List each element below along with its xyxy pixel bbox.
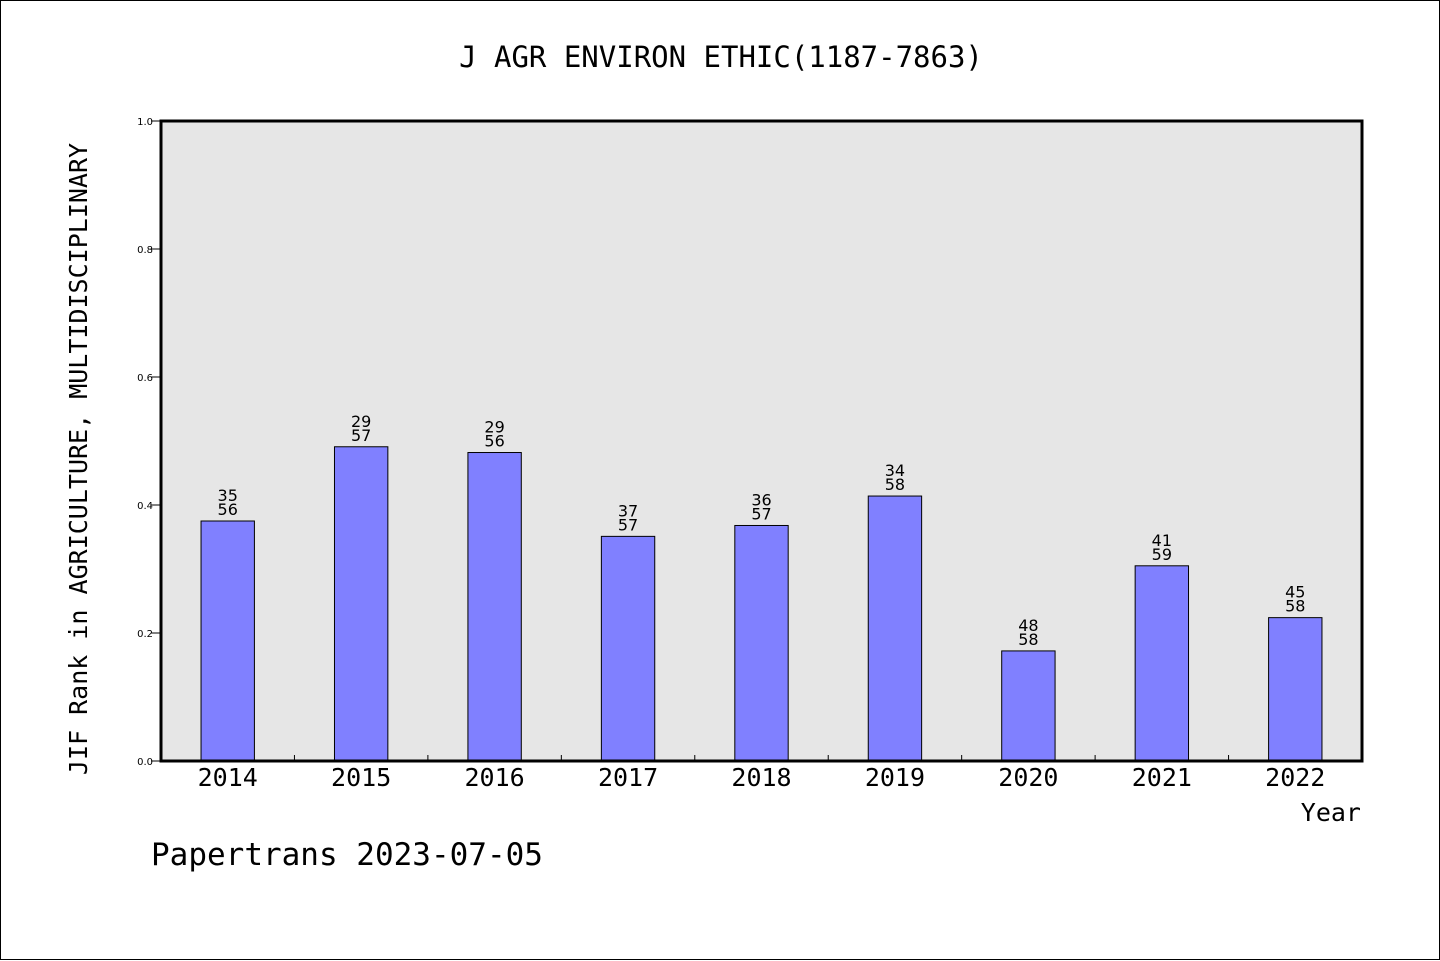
bar-2019 bbox=[867, 495, 923, 762]
bar-rank-label: 45 bbox=[1285, 583, 1305, 602]
bar-total-label: 56 bbox=[484, 432, 504, 451]
y-tick-label: 0.8 bbox=[137, 245, 153, 256]
bar-2021 bbox=[1134, 565, 1190, 762]
x-tick-label: 2021 bbox=[1132, 763, 1192, 792]
x-ticks-layer: 2014 2015 2016 2017 2018 2019 2020 2021 2022 bbox=[198, 755, 1325, 792]
x-tick-label: 2022 bbox=[1265, 763, 1325, 792]
bar-total-label: 58 bbox=[1018, 630, 1038, 649]
bar-rank-label: 29 bbox=[351, 412, 371, 431]
x-axis-label: Year bbox=[1301, 798, 1361, 827]
chart-title: J AGR ENVIRON ETHIC(1187-7863) bbox=[459, 40, 983, 74]
y-tick-label: 0.2 bbox=[137, 629, 153, 640]
bar-rank-label: 41 bbox=[1152, 531, 1172, 550]
y-tick-label: 1.0 bbox=[137, 117, 153, 128]
bar-total-label: 57 bbox=[618, 515, 638, 534]
x-tick-label: 2018 bbox=[731, 763, 791, 792]
bar-total-label: 57 bbox=[751, 504, 771, 523]
bar-2018 bbox=[734, 524, 789, 762]
bar-total-label: 58 bbox=[1285, 597, 1305, 616]
bar-2015 bbox=[333, 446, 389, 762]
x-tick-label: 2016 bbox=[465, 763, 525, 792]
bar-total-label: 57 bbox=[351, 426, 371, 445]
plot-border bbox=[159, 119, 1364, 763]
x-tick-label: 2020 bbox=[998, 763, 1058, 792]
bar-2014 bbox=[200, 520, 255, 762]
x-tick-label: 2019 bbox=[865, 763, 925, 792]
bar-2020 bbox=[1001, 650, 1056, 762]
bar-2022 bbox=[1268, 617, 1323, 762]
bar-rank-label: 36 bbox=[751, 490, 771, 509]
y-tick-label: 0.6 bbox=[137, 373, 153, 384]
bar-rank-label: 34 bbox=[885, 461, 905, 480]
x-tick-label: 2014 bbox=[198, 763, 258, 792]
bar-rank-label: 48 bbox=[1018, 616, 1038, 635]
y-axis-label: JIF Rank in AGRICULTURE, MULTIDISCIPLINA… bbox=[64, 143, 93, 775]
y-tick-label: 0.4 bbox=[137, 501, 153, 512]
bar-2017 bbox=[600, 535, 656, 762]
x-tick-label: 2015 bbox=[331, 763, 391, 792]
bar-rank-label: 29 bbox=[484, 418, 504, 437]
credit-text: Papertrans 2023-07-05 bbox=[151, 837, 543, 873]
bars-layer bbox=[200, 446, 1323, 762]
bar-2016 bbox=[467, 452, 522, 762]
bar-total-label: 58 bbox=[885, 475, 905, 494]
bar-total-label: 56 bbox=[218, 500, 238, 519]
bar-total-label: 59 bbox=[1152, 545, 1172, 564]
bar-rank-label: 37 bbox=[618, 501, 638, 520]
x-tick-label: 2017 bbox=[598, 763, 658, 792]
y-ticks-layer: 0.0 0.2 0.4 0.6 0.8 1.0 bbox=[137, 117, 161, 768]
bar-rank-label: 35 bbox=[218, 486, 238, 505]
y-tick-label: 0.0 bbox=[137, 757, 153, 768]
